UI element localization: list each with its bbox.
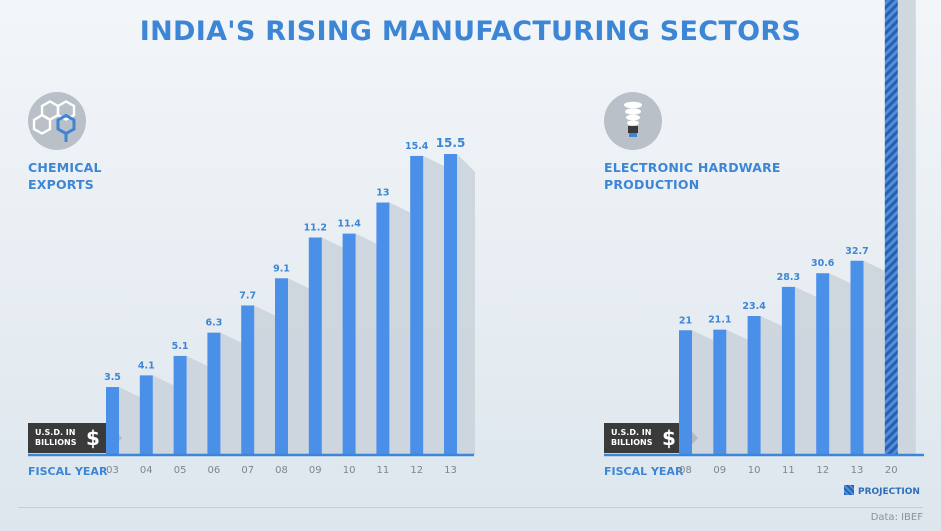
tick-label: 11 bbox=[782, 465, 795, 476]
value-label: 23.4 bbox=[742, 301, 766, 312]
tick-label: 04 bbox=[140, 465, 153, 476]
value-label: 32.7 bbox=[845, 246, 868, 257]
bar bbox=[444, 154, 457, 455]
chemical-exports-label: CHEMICAL EXPORTS bbox=[28, 160, 102, 192]
bar bbox=[410, 155, 424, 455]
value-label: 21 bbox=[679, 315, 692, 326]
bar-shadow bbox=[220, 332, 242, 455]
tick-label: 09 bbox=[713, 465, 726, 476]
fiscal-year-label: FISCAL YEAR bbox=[28, 465, 108, 478]
bar-shadow bbox=[389, 202, 411, 455]
dollar-icon: $ bbox=[86, 426, 100, 450]
value-label: 3.5 bbox=[104, 372, 121, 383]
tick-label: 13 bbox=[851, 465, 864, 476]
bar bbox=[376, 202, 390, 455]
bar bbox=[679, 330, 692, 455]
usd-billions-text: U.S.D. IN BILLIONS bbox=[35, 428, 77, 447]
tick-label: 11 bbox=[377, 465, 390, 476]
source-divider bbox=[18, 507, 923, 508]
bar bbox=[747, 316, 761, 455]
tick-label: 03 bbox=[106, 465, 119, 476]
value-label: 28.3 bbox=[777, 272, 800, 283]
tick-label: 20 bbox=[885, 465, 898, 476]
light-bulb-icon bbox=[604, 92, 662, 150]
tick-label: 12 bbox=[410, 465, 423, 476]
value-label: 21.1 bbox=[708, 315, 731, 326]
tick-label: 10 bbox=[343, 465, 356, 476]
electronic-hardware-label: ELECTRONIC HARDWARE PRODUCTION bbox=[604, 160, 781, 192]
bar-shadow bbox=[457, 154, 475, 455]
tick-label: 09 bbox=[309, 465, 322, 476]
bar-shadow bbox=[321, 237, 343, 455]
bar-shadow bbox=[829, 273, 851, 455]
tick-label: 13 bbox=[444, 465, 457, 476]
tick-label: 12 bbox=[816, 465, 829, 476]
bar bbox=[241, 305, 255, 455]
bar-shadow bbox=[152, 375, 174, 455]
value-label: 4.1 bbox=[138, 360, 155, 371]
legend: PROJECTION bbox=[844, 485, 920, 497]
usd-billions-text: U.S.D. IN BILLIONS bbox=[611, 428, 653, 447]
dollar-icon: $ bbox=[662, 426, 676, 450]
bar-shadow bbox=[186, 355, 208, 455]
projection-bar bbox=[884, 0, 898, 456]
bar bbox=[781, 286, 795, 455]
bar bbox=[106, 387, 119, 455]
value-label: 5.1 bbox=[172, 341, 189, 352]
tick-label: 08 bbox=[679, 465, 692, 476]
bar-shadow bbox=[760, 316, 782, 455]
bar-shadow bbox=[726, 329, 748, 455]
bar-shadow bbox=[288, 278, 309, 455]
bar-shadow bbox=[423, 155, 444, 455]
bar-shadow bbox=[355, 233, 377, 455]
tick-label: 05 bbox=[174, 465, 187, 476]
bar bbox=[713, 329, 727, 455]
fiscal-year-label: FISCAL YEAR bbox=[604, 465, 684, 478]
tick-label: 08 bbox=[275, 465, 288, 476]
bar bbox=[173, 355, 187, 455]
bar-shadow bbox=[692, 330, 714, 455]
bar bbox=[139, 375, 153, 455]
chart-title: INDIA'S RISING MANUFACTURING SECTORS bbox=[139, 16, 802, 47]
value-label: 15.4 bbox=[405, 141, 429, 152]
value-label: 30.6 bbox=[811, 258, 835, 269]
bar-shadow bbox=[794, 286, 817, 455]
value-label: 9.1 bbox=[273, 263, 290, 274]
bar bbox=[275, 278, 288, 455]
bar bbox=[850, 260, 864, 455]
projection-swatch bbox=[844, 485, 854, 495]
bar bbox=[816, 273, 830, 455]
tick-label: 07 bbox=[241, 465, 254, 476]
value-label: 11.4 bbox=[337, 219, 361, 230]
value-label: 15.5 bbox=[436, 136, 466, 150]
value-label: 7.7 bbox=[239, 290, 256, 301]
tick-label: 10 bbox=[748, 465, 761, 476]
value-label: 13 bbox=[376, 188, 389, 199]
bar bbox=[207, 332, 221, 455]
bar bbox=[308, 237, 322, 455]
bar-shadow bbox=[897, 0, 916, 455]
usd-billions-tag: U.S.D. IN BILLIONS $ bbox=[604, 423, 698, 453]
bar bbox=[342, 233, 356, 455]
bar-shadow bbox=[863, 260, 885, 455]
source-note: Data: IBEF bbox=[870, 512, 923, 523]
tick-label: 06 bbox=[208, 465, 221, 476]
legend-projection-label: PROJECTION bbox=[858, 487, 920, 497]
chemical-molecule-icon bbox=[28, 92, 86, 150]
value-label: 11.2 bbox=[304, 223, 327, 234]
value-label: 6.3 bbox=[205, 318, 222, 329]
bar-shadow bbox=[119, 387, 140, 455]
bar-shadow bbox=[254, 305, 275, 455]
